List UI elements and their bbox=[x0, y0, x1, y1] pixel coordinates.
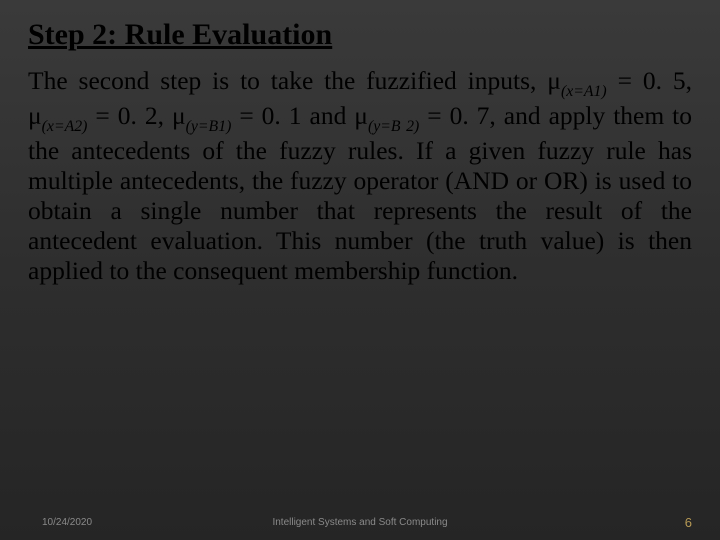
mu3-sub: (y=B1) bbox=[186, 118, 232, 135]
mu-symbol-1: μ bbox=[547, 66, 561, 95]
mu-symbol-2: μ bbox=[28, 101, 42, 130]
slide: Step 2: Rule Evaluation The second step … bbox=[0, 0, 720, 540]
mu1-sub: (x=A1) bbox=[561, 83, 607, 100]
mu2-val: = 0. 2, bbox=[87, 101, 172, 130]
para-lead: The second step is to take the fuzzified… bbox=[28, 66, 547, 95]
body-paragraph: The second step is to take the fuzzified… bbox=[28, 66, 692, 286]
footer-date: 10/24/2020 bbox=[42, 517, 92, 528]
slide-title: Step 2: Rule Evaluation bbox=[28, 18, 692, 52]
mu-symbol-3: μ bbox=[172, 101, 186, 130]
mu3-val: = 0. 1 and bbox=[231, 101, 354, 130]
page-number: 6 bbox=[685, 515, 692, 530]
mu1-val: = 0. 5, bbox=[607, 66, 692, 95]
footer-center: Intelligent Systems and Soft Computing bbox=[272, 517, 447, 528]
mu2-sub: (x=A2) bbox=[42, 118, 88, 135]
mu4-sub: (y=B 2) bbox=[368, 118, 419, 135]
mu-symbol-4: μ bbox=[354, 101, 368, 130]
footer: 10/24/2020 Intelligent Systems and Soft … bbox=[0, 515, 720, 530]
